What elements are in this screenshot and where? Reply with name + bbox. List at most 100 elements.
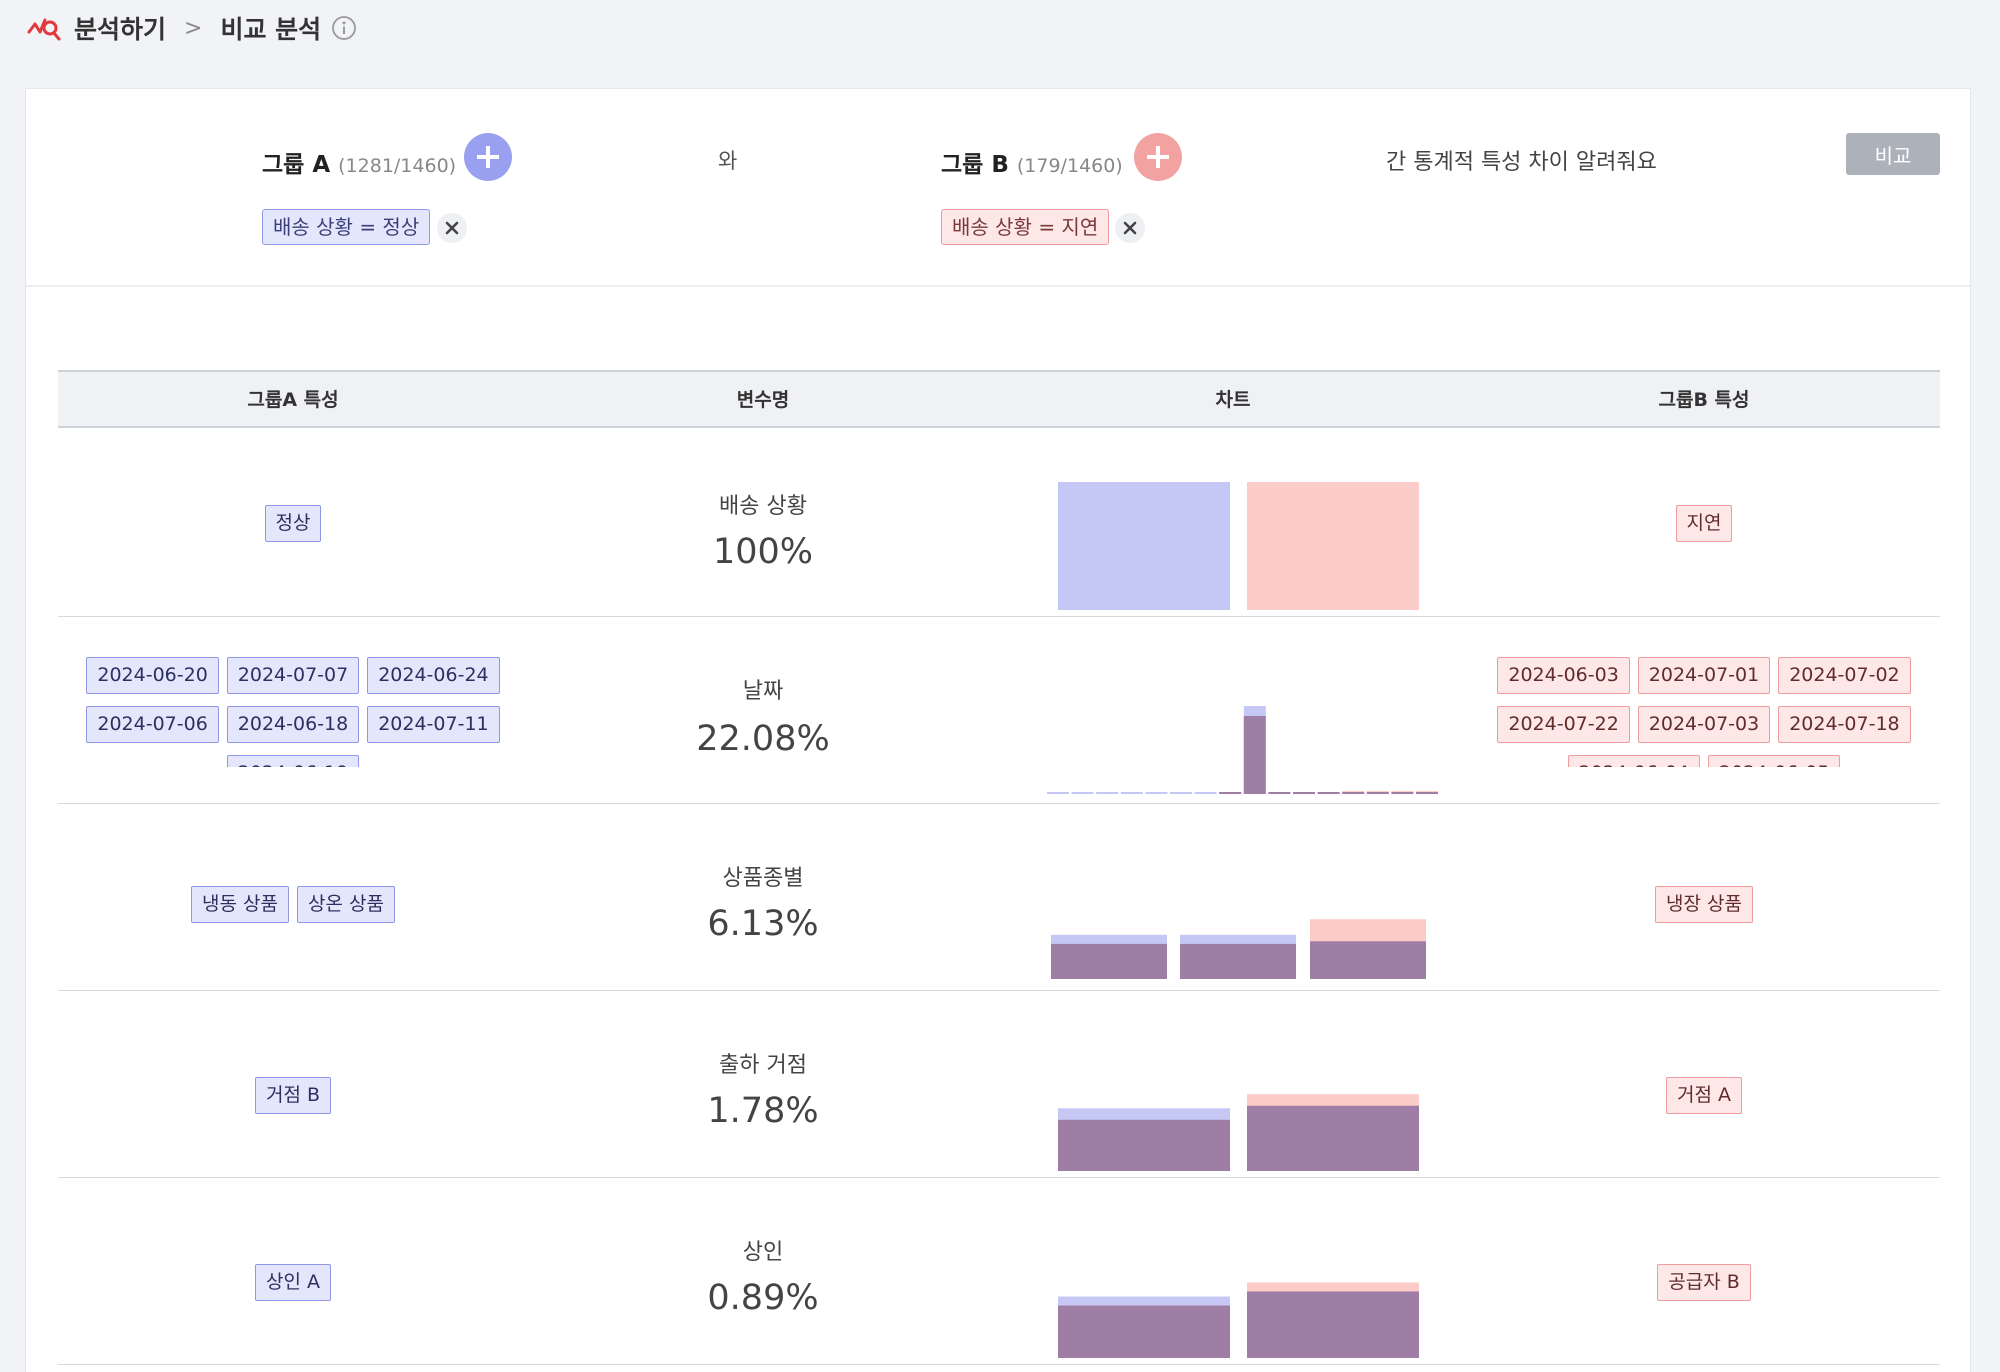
conjunction-text: 와 [718,149,738,173]
chart-cell [998,991,1468,1177]
comparison-chart [1058,1094,1419,1171]
group-a-tag: 상온 상품 [297,886,395,923]
group-b-tag: 2024-06-05 [1708,755,1841,767]
breadcrumb: 분석하기 > 비교 분석 [26,8,357,48]
bar-overlap [1058,1119,1230,1171]
comparison-chart [1047,706,1438,794]
bar-group-a [1047,792,1069,794]
group-b-traits-cell: 지연 [1468,430,1940,616]
breadcrumb-separator: > [184,15,203,41]
group-b-tag: 2024-07-02 [1778,657,1911,694]
info-icon[interactable] [331,15,357,41]
variable-name: 상품종별 [722,866,804,891]
variable-name: 배송 상황 [719,494,807,519]
group-b-tag: 2024-07-03 [1637,706,1771,743]
bar-overlap [1219,792,1242,794]
variable-difference-percent: 0.89% [707,1278,819,1318]
group-a-traits-cell: 정상 [58,430,528,616]
group-b-tag-list: 거점 A [1468,1077,1940,1114]
bar-group-a [1096,792,1119,794]
group-a-label: 그룹 A (1281/1460) [262,152,457,178]
header-group-b: 그룹B 특성 [1658,389,1750,411]
group-b-tag: 2024-07-18 [1778,706,1911,743]
bar-group-a [1120,792,1143,794]
page-title: 비교 분석 [220,15,322,44]
group-b-tag: 2024-07-22 [1497,706,1630,743]
breadcrumb-parent[interactable]: 분석하기 [74,15,167,44]
bar-overlap [1293,792,1315,794]
close-icon [1123,221,1137,235]
group-b-traits-cell: 2024-06-03 2024-07-01 2024-07-02 2024-07-22… [1468,617,1940,803]
group-b-tag: 2024-06-03 [1497,657,1630,694]
comparison-chart [1058,482,1419,610]
group-a-traits-cell: 상인 A [58,1178,528,1364]
compare-setup: 그룹 A (1281/1460) 배송 상황 = 정상 와 그룹 B (179/14… [26,89,1970,287]
bar-overlap [1317,792,1340,794]
group-b-tag-list: 냉장 상품 [1468,886,1940,923]
group-a-tag: 2024-07-11 [367,706,500,743]
table-row: 상인 A 상인 0.89% 공급자 B [58,1178,1940,1365]
analytics-logo-icon [27,18,61,41]
table-row: 거점 B 출하 거점 1.78% 거점 A [58,991,1940,1178]
header-group-a: 그룹A 특성 [247,389,339,411]
group-b-tag: 거점 A [1666,1077,1742,1114]
remove-group-b-filter-button[interactable] [1115,213,1145,243]
group-a-tag: 2024-06-24 [367,657,500,694]
group-a-traits-cell: 냉동 상품 상온 상품 [58,804,528,990]
plus-icon [477,146,499,168]
bar-overlap [1366,792,1389,794]
bar-overlap [1310,941,1426,979]
group-b-traits-cell: 공급자 B [1468,1178,1940,1364]
group-b-tag-list: 공급자 B [1468,1264,1940,1301]
add-group-b-filter-button[interactable] [1134,133,1182,181]
close-icon [445,221,459,235]
bar-group-a [1071,792,1094,794]
group-b-tag: 2024-07-01 [1637,657,1771,694]
bar-overlap [1051,943,1167,979]
bar-group-b [1247,482,1419,610]
chart-cell [998,1178,1468,1364]
group-a-tag-list: 2024-06-20 2024-07-07 2024-06-24 2024-07-06… [58,657,528,767]
group-b-tag: 2024-06-04 [1567,755,1700,767]
bar-group-a [1145,792,1168,794]
chart-cell [998,617,1468,803]
group-b-tag-list: 지연 [1468,505,1940,542]
remove-group-a-filter-button[interactable] [437,213,467,243]
group-b-traits-cell: 냉장 상품 [1468,804,1940,990]
variable-cell: 배송 상황 100% [528,430,998,616]
bar-group-a [1058,482,1230,610]
variable-name: 날짜 [742,679,784,704]
bar-overlap [1058,1305,1230,1358]
table-row: 2024-06-20 2024-07-07 2024-06-24 2024-07-06… [58,617,1940,804]
group-a-tag: 거점 B [254,1077,332,1114]
group-a-tag: 2024-06-19 [226,755,360,767]
group-a-filter-chip: 배송 상황 = 정상 [262,209,431,245]
group-b-filter-chip: 배송 상황 = 지연 [941,209,1110,245]
bar-overlap [1247,1105,1419,1171]
variable-cell: 출하 거점 1.78% [528,991,998,1177]
variable-name: 상인 [742,1240,784,1265]
group-a-count: (1281/1460) [338,155,457,177]
group-a-tag-list: 거점 B [58,1077,528,1114]
group-b-tag: 공급자 B [1657,1264,1751,1301]
bar-group-a [1170,792,1192,794]
plus-icon [1147,146,1169,168]
compare-button[interactable]: 비교 [1846,133,1940,175]
comparison-chart [1058,1282,1419,1358]
group-a-traits-cell: 거점 B [58,991,528,1177]
chart-cell [998,430,1468,616]
table-row: 냉동 상품 상온 상품 상품종별 6.13% 냉장 상품 [58,804,1940,991]
variable-difference-percent: 6.13% [707,904,819,944]
header-variable: 변수명 [736,389,790,411]
variable-difference-percent: 1.78% [707,1091,819,1131]
group-b-tag: 냉장 상품 [1655,886,1753,923]
group-a-tag: 냉동 상품 [191,886,289,923]
group-a-tag: 상인 A [255,1264,331,1301]
group-b-tag: 지연 [1675,505,1733,542]
add-group-a-filter-button[interactable] [464,133,512,181]
group-a-tag: 2024-07-06 [86,706,219,743]
group-a-tag-list: 상인 A [58,1264,528,1301]
variable-difference-percent: 100% [712,532,814,572]
group-a-tag-list: 정상 [58,505,528,542]
group-a-tag: 정상 [264,505,322,542]
